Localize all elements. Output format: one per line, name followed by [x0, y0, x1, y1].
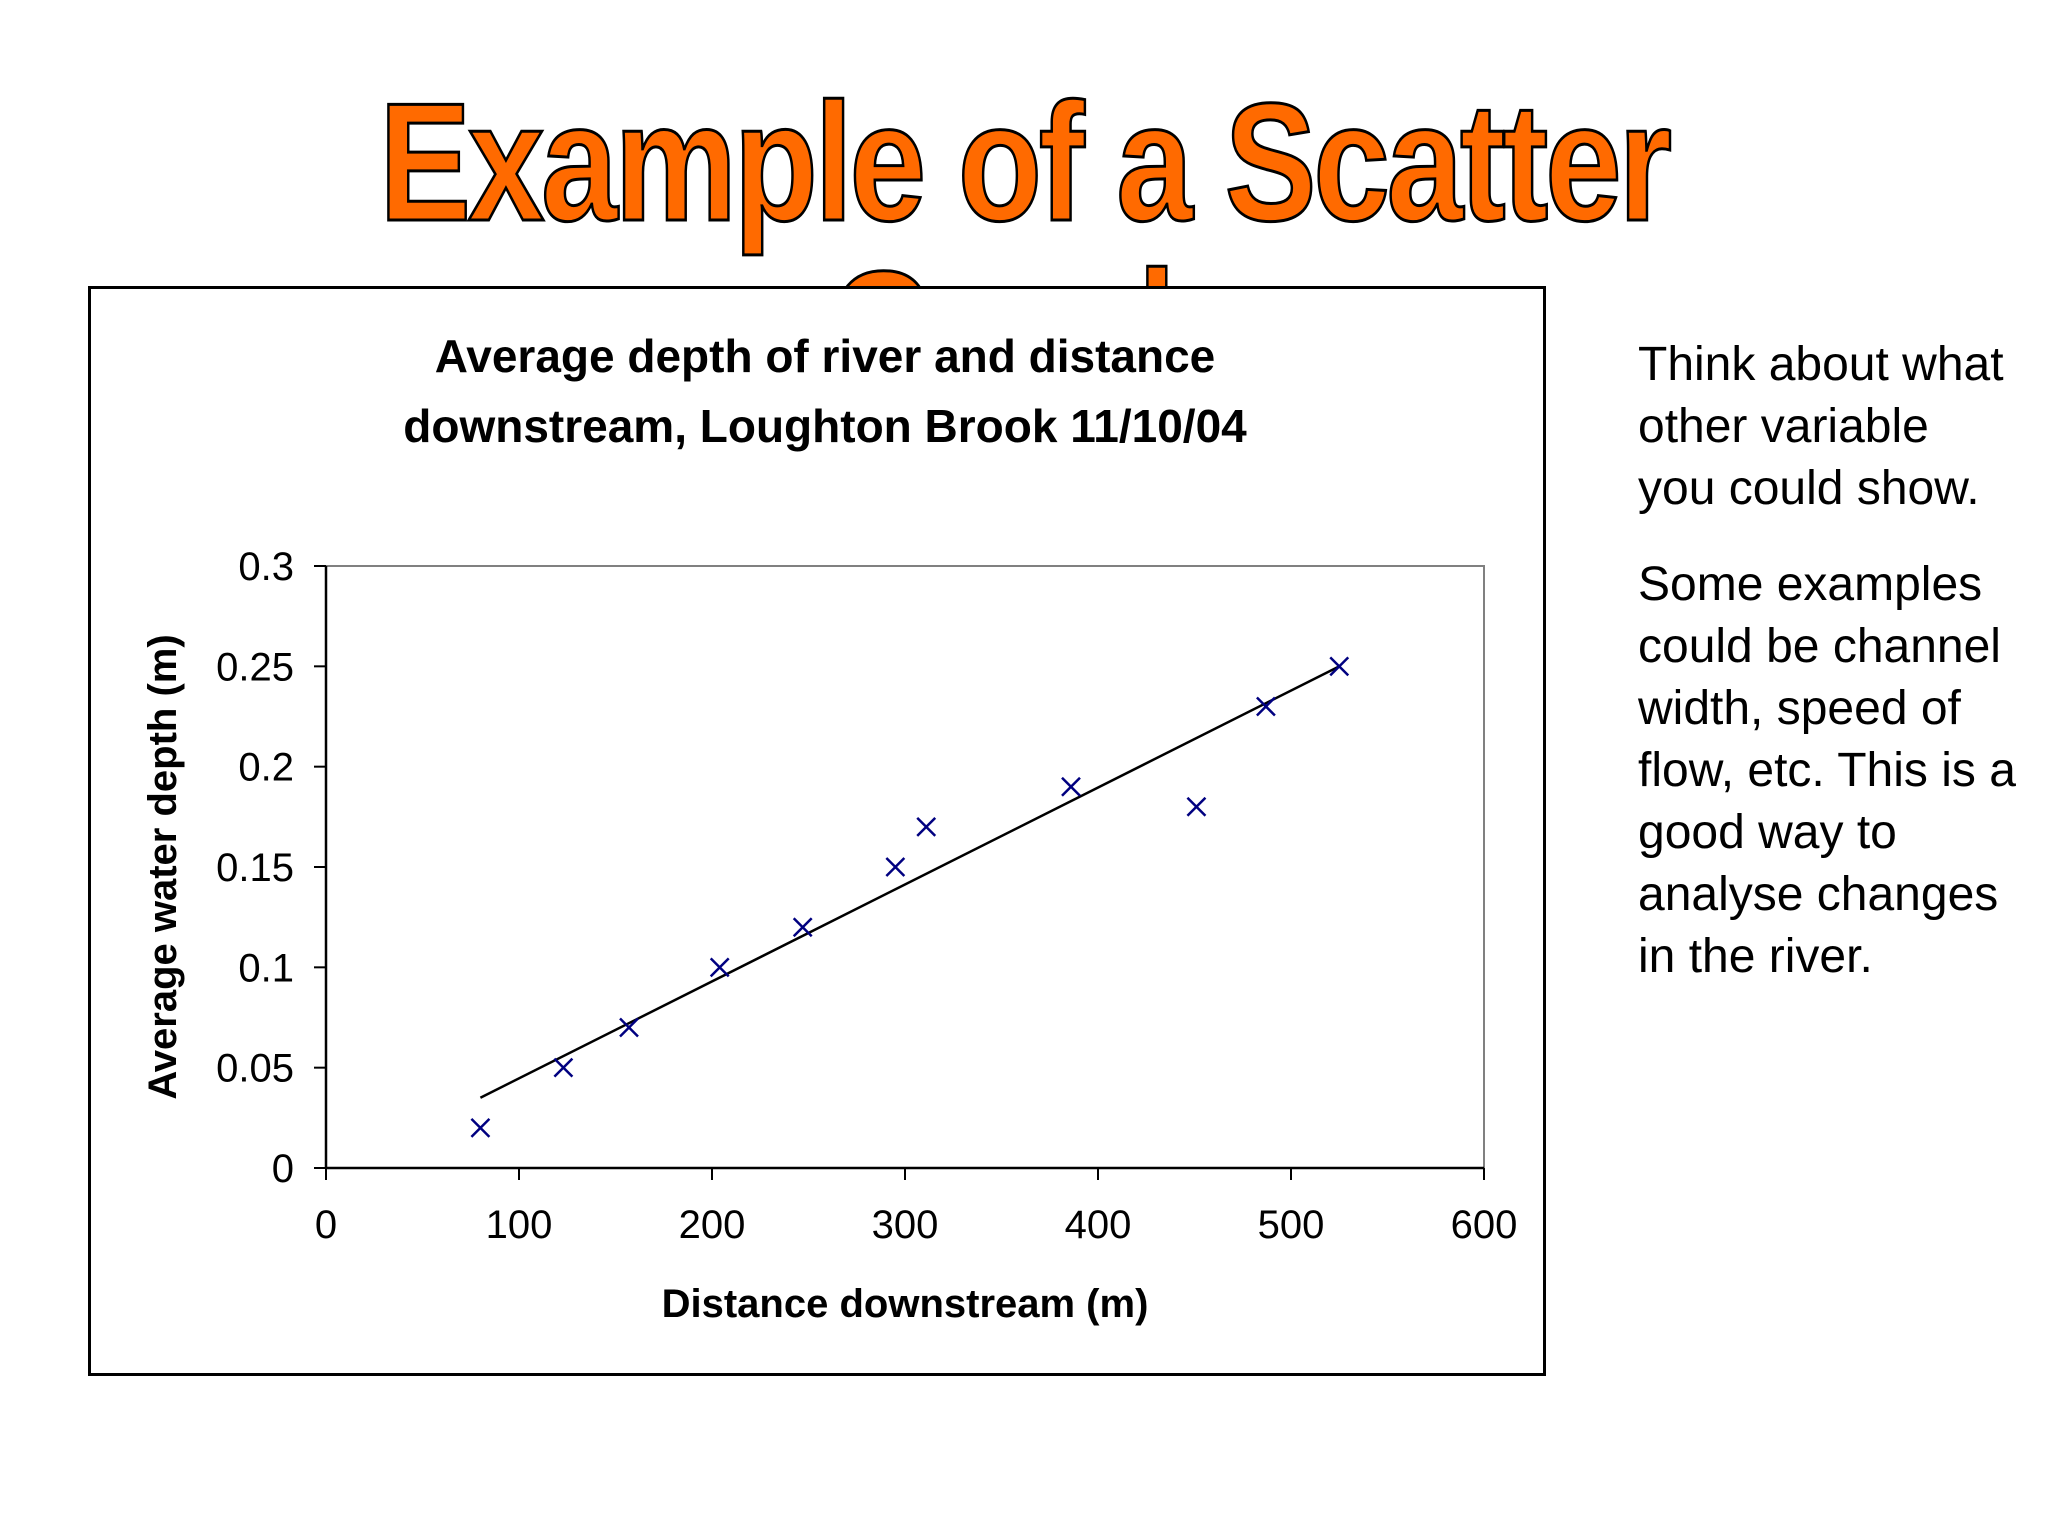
scatter-point	[553, 1057, 574, 1078]
x-tick-label: 500	[1258, 1203, 1325, 1247]
scatter-point	[916, 816, 937, 837]
scatter-point	[1329, 656, 1350, 677]
scatter-point	[619, 1017, 639, 1038]
x-tick-label: 300	[872, 1203, 939, 1247]
x-tick-label: 100	[486, 1203, 553, 1247]
scatter-point	[792, 917, 813, 938]
y-axis-label: Average water depth (m)	[141, 634, 185, 1099]
x-tick-label: 0	[315, 1203, 337, 1247]
y-tick-label: 0	[272, 1147, 294, 1191]
y-tick-label: 0.25	[216, 645, 294, 689]
side-note: Think about what other variable you coul…	[1638, 334, 2018, 1022]
y-tick-label: 0.15	[216, 846, 294, 890]
scatter-point	[1061, 776, 1081, 797]
plot-area	[325, 565, 1485, 1169]
chart-title-line-2: downstream, Loughton Brook 11/10/04	[403, 400, 1247, 452]
x-axis-label: Distance downstream (m)	[662, 1282, 1149, 1326]
x-tick-label: 400	[1065, 1203, 1132, 1247]
scatter-point	[1256, 696, 1276, 717]
y-tick-label: 0.2	[238, 746, 294, 790]
scatter-point	[470, 1117, 491, 1138]
scatter-point	[1186, 796, 1207, 817]
trend-line	[479, 665, 1340, 1099]
y-tick-label: 0.3	[238, 545, 294, 589]
chart-title-line-1: Average depth of river and distance	[435, 330, 1216, 382]
y-tick-label: 0.1	[238, 946, 294, 990]
scatter-point	[885, 857, 906, 877]
side-note-paragraph-2: Some examples could be channel width, sp…	[1638, 558, 2016, 983]
scatter-point	[709, 957, 730, 978]
side-note-paragraph-1: Think about what other variable you coul…	[1638, 338, 2004, 515]
y-tick-label: 0.05	[216, 1047, 294, 1091]
x-tick-label: 600	[1451, 1203, 1518, 1247]
x-tick-label: 200	[679, 1203, 746, 1247]
